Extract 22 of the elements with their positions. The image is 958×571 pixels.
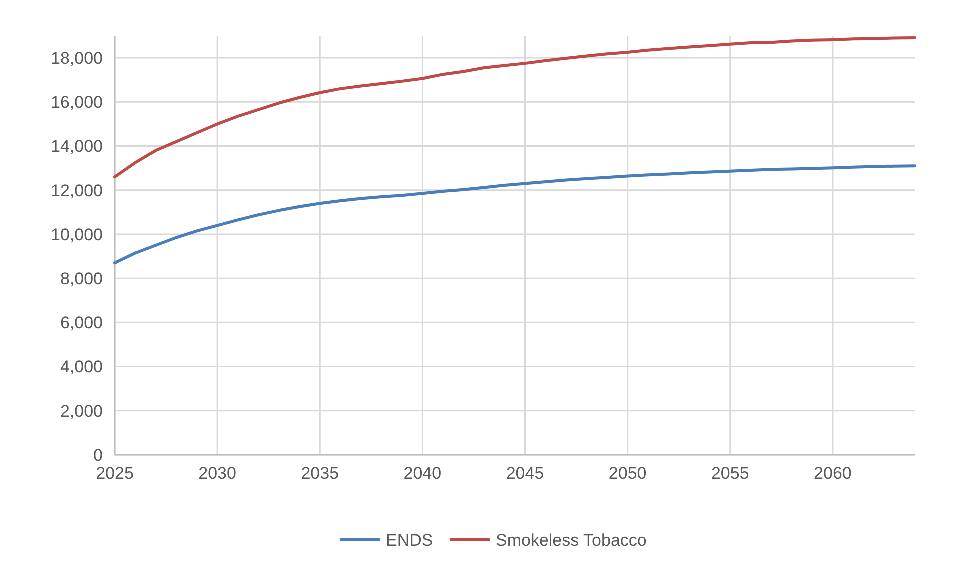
y-tick-label: 6,000 (60, 314, 103, 333)
y-tick-label: 8,000 (60, 270, 103, 289)
x-tick-label: 2060 (814, 464, 852, 483)
x-tick-label: 2050 (608, 464, 647, 483)
y-tick-label: 0 (94, 446, 103, 465)
y-tick-label: 4,000 (60, 358, 103, 377)
line-series (114, 36, 916, 179)
x-tick-label: 2035 (301, 464, 340, 483)
y-tick-label: 12,000 (51, 181, 103, 200)
x-tick-label: 2040 (404, 464, 442, 483)
legend-label: Smokeless Tobacco (496, 530, 647, 550)
y-tick-label: 10,000 (51, 225, 103, 244)
x-tick-label: 2045 (506, 464, 544, 483)
x-tick-label: 2030 (198, 464, 236, 483)
y-tick-label: 16,000 (51, 93, 103, 112)
line-series (114, 164, 916, 265)
x-tick-label: 2055 (711, 464, 750, 483)
y-tick-label: 18,000 (51, 49, 103, 68)
legend-label: ENDS (386, 530, 434, 550)
x-tick-label: 2025 (96, 464, 134, 483)
y-tick-label: 2,000 (60, 402, 103, 421)
y-tick-label: 14,000 (51, 137, 103, 156)
